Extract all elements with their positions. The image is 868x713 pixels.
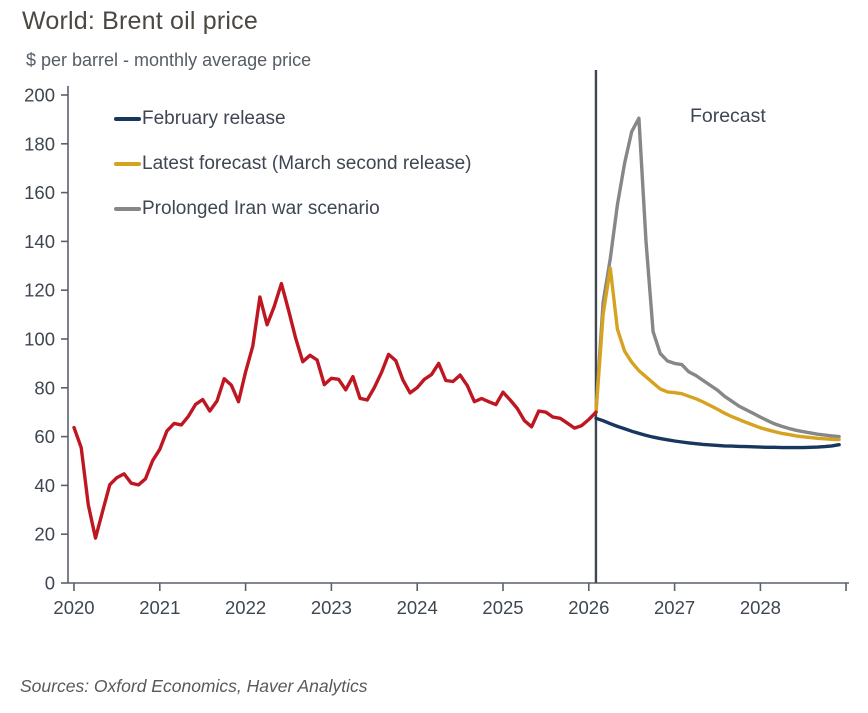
sources-note: Sources: Oxford Economics, Haver Analyti… xyxy=(20,676,368,696)
series-line-latest-forecast-march-second-release- xyxy=(594,266,841,442)
x-tick-label: 2022 xyxy=(225,597,266,618)
y-axis-ticks: 0 20 40 60 80 100 120 140 160 180 200 xyxy=(24,85,68,594)
legend-item-iran-war-scenario: Prolonged Iran war scenario xyxy=(114,198,472,220)
series-line-prolonged-iran-war-scenario xyxy=(594,116,841,439)
legend-swatch-blue xyxy=(114,117,141,121)
x-tick-label: 2025 xyxy=(482,597,523,618)
legend-swatch-gold xyxy=(114,162,141,166)
x-tick-label: 2026 xyxy=(568,597,609,618)
y-tick-label: 20 xyxy=(34,524,55,545)
y-tick-label: 80 xyxy=(34,377,55,398)
y-tick-label: 160 xyxy=(24,182,55,203)
y-tick-label: 120 xyxy=(24,280,55,301)
y-tick-label: 0 xyxy=(45,573,55,594)
legend-label: February release xyxy=(142,108,286,129)
y-tick-label: 180 xyxy=(24,133,55,154)
series-line-february-release xyxy=(594,416,841,450)
legend-item-february-release: February release xyxy=(114,108,472,130)
page-title: World: Brent oil price xyxy=(22,7,258,35)
forecast-annotation: Forecast xyxy=(690,105,766,127)
series-line-brent-oil-price-actual- xyxy=(72,281,598,540)
chart-units-subtitle: $ per barrel - monthly average price xyxy=(26,50,312,70)
y-tick-label: 100 xyxy=(24,329,55,350)
y-tick-label: 60 xyxy=(34,426,55,447)
x-tick-label: 2028 xyxy=(740,597,781,618)
legend-label: Prolonged Iran war scenario xyxy=(142,198,380,219)
y-tick-label: 40 xyxy=(34,475,55,496)
legend-swatch-gray xyxy=(114,207,141,211)
x-tick-label: 2023 xyxy=(311,597,352,618)
legend-item-latest-forecast: Latest forecast (March second release) xyxy=(114,153,472,175)
legend-label: Latest forecast (March second release) xyxy=(142,153,472,174)
y-tick-label: 200 xyxy=(24,85,55,106)
y-tick-label: 140 xyxy=(24,231,55,252)
x-tick-label: 2021 xyxy=(139,597,180,618)
x-tick-label: 2020 xyxy=(53,597,94,618)
x-tick-label: 2024 xyxy=(397,597,438,618)
axes xyxy=(67,86,849,584)
chart-legend: February release Latest forecast (March … xyxy=(114,108,472,220)
x-axis-ticks: 2020 2021 2022 2023 2024 2025 2026 2027 2028 xyxy=(53,583,847,618)
x-tick-label: 2027 xyxy=(654,597,695,618)
chart-area: 0 20 40 60 80 100 120 140 160 180 200 2020 2021 2022 2… xyxy=(24,70,849,618)
